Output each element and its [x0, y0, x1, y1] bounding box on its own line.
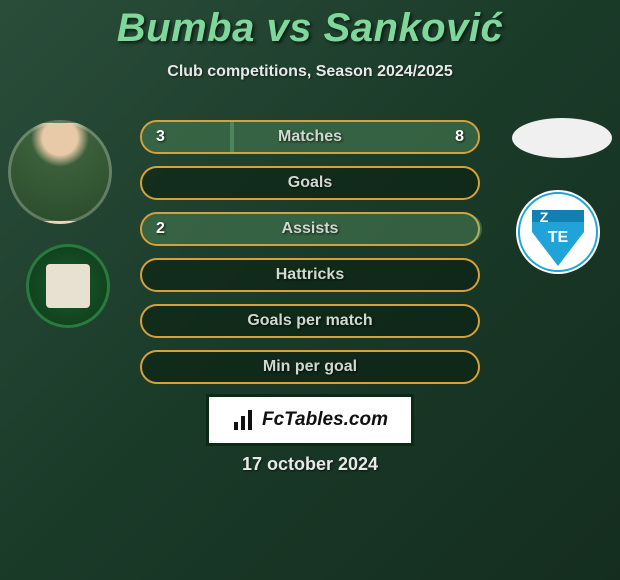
stat-bar: Goals per match: [140, 304, 480, 338]
player1-club-badge: [26, 244, 110, 328]
player1-name: Bumba: [117, 6, 255, 50]
stat-bars: Matches 3 8 Goals Assists 2 Hattricks Goals per…: [140, 120, 480, 396]
svg-text:TE: TE: [548, 229, 569, 246]
bar-value-left: 2: [156, 220, 165, 238]
comparison-card: Bumba vs Sanković Club competitions, Sea…: [0, 0, 620, 580]
bar-label: Goals: [288, 174, 332, 192]
player2-name: Sanković: [324, 6, 504, 50]
stat-bar: Matches 3 8: [140, 120, 480, 154]
player1-column: [8, 120, 120, 328]
branding-text: FcTables.com: [262, 409, 388, 431]
zte-shield-icon: TE Z: [518, 192, 598, 272]
date-text: 17 october 2024: [0, 454, 620, 475]
stat-bar: Min per goal: [140, 350, 480, 384]
svg-text:Z: Z: [540, 209, 549, 225]
bar-fill-right: [230, 122, 478, 152]
bar-value-left: 3: [156, 128, 165, 146]
bar-label: Hattricks: [276, 266, 344, 284]
stat-bar: Assists 2: [140, 212, 480, 246]
player1-club-inner: [46, 264, 90, 308]
chart-icon: [232, 408, 256, 432]
bar-value-right: 8: [455, 128, 464, 146]
page-title: Bumba vs Sanković: [0, 0, 620, 51]
player1-avatar: [8, 120, 112, 224]
stat-bar: Hattricks: [140, 258, 480, 292]
bar-label: Assists: [282, 220, 339, 238]
bar-label: Goals per match: [247, 312, 372, 330]
player2-avatar: [512, 118, 612, 158]
bar-label: Matches: [278, 128, 342, 146]
subtitle: Club competitions, Season 2024/2025: [0, 63, 620, 81]
vs-text: vs: [266, 6, 312, 50]
branding-box: FcTables.com: [206, 394, 414, 446]
stat-bar: Goals: [140, 166, 480, 200]
player2-club-badge: TE Z: [516, 190, 600, 274]
bar-label: Min per goal: [263, 358, 357, 376]
